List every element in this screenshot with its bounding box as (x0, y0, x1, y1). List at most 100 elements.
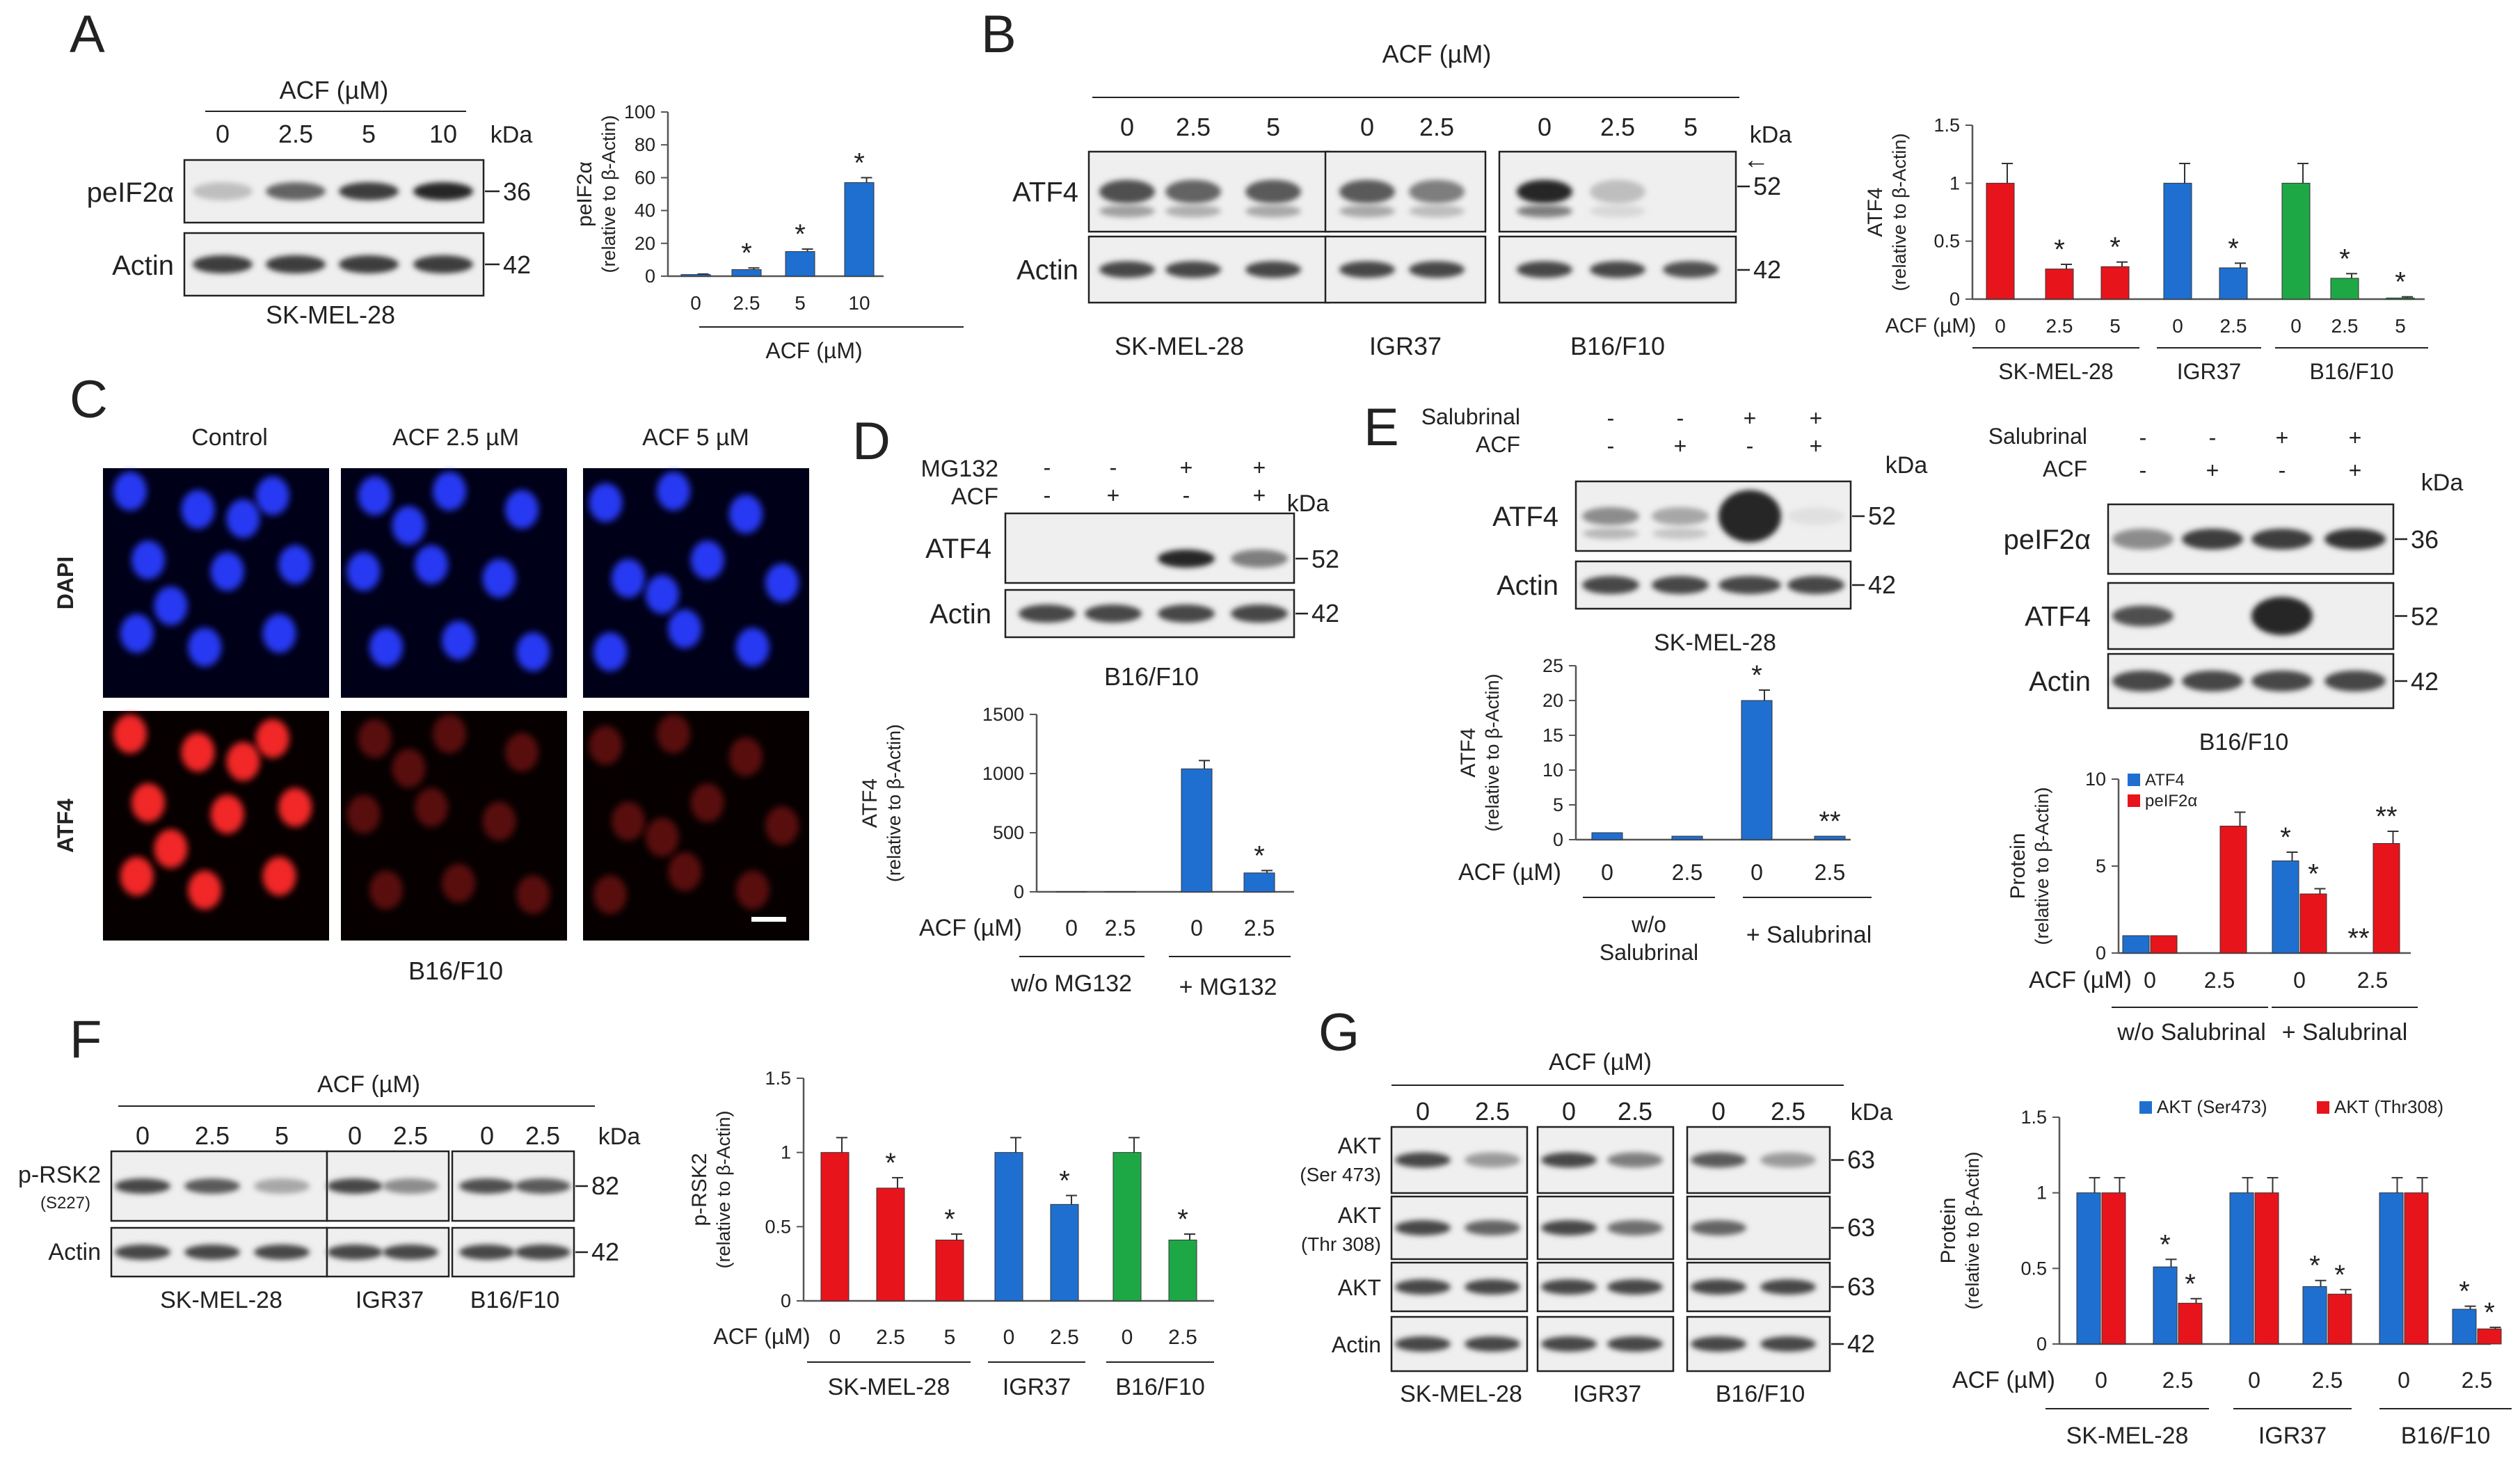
panel-a-chart-y-tick-label: 60 (635, 167, 655, 188)
panel-c-nucleus (657, 714, 690, 753)
panel-g-legend-label: AKT (Ser473) (2157, 1096, 2267, 1117)
panel-g-group-label: B16/F10 (2401, 1423, 2491, 1449)
panel-b-chart-bar (2045, 269, 2074, 300)
panel-c-column-label: Control (191, 424, 268, 451)
panel-c-nucleus (255, 476, 289, 515)
panel-c-nucleus (505, 490, 539, 529)
panel-g-row-sublabel: (Thr 308) (1301, 1233, 1381, 1255)
panel-f-lane-label: 0 (348, 1121, 362, 1150)
panel-b-chart-bar (2100, 266, 2130, 300)
panel-d-chart-y-label: ATF4 (859, 778, 882, 828)
panel-f-lane-label: 0 (136, 1121, 150, 1150)
panel-g-blot-3-0 (1390, 1315, 1529, 1373)
panel-f-lane-label: 5 (275, 1121, 289, 1150)
panel-g-kda-value: 63 (1847, 1146, 1875, 1174)
panel-c-nucleus (657, 472, 690, 511)
panel-f-lane-label: 2.5 (525, 1121, 560, 1150)
panel-b-band (1409, 261, 1465, 278)
panel-g-x-tick-label: 0 (2095, 1368, 2107, 1393)
panel-d-chart-y-label-sub: (relative to β-Actin) (884, 724, 904, 882)
panel-e-left-chart-bar (1741, 700, 1773, 840)
panel-g-chart-bar (2379, 1192, 2404, 1345)
panel-e-right-x-tick-label: 2.5 (2357, 968, 2388, 993)
panel-b-band (1245, 205, 1301, 218)
panel-f-band (254, 1245, 310, 1260)
panel-a-letter: A (70, 5, 105, 64)
panel-e-right-band (2182, 529, 2243, 550)
panel-f-x-tick-label: 2.5 (1050, 1326, 1079, 1349)
panel-b-lane-label: 2.5 (1176, 113, 1211, 141)
panel-c-letter: C (70, 370, 108, 429)
panel-g-chart-y-tick-label: 0.5 (2020, 1258, 2047, 1279)
panel-b-chart-significance-star: * (2395, 267, 2406, 298)
panel-b-group-label: SK-MEL-28 (1998, 359, 2113, 384)
panel-f-band (383, 1178, 438, 1194)
panel-b-row-label: Actin (1016, 255, 1078, 286)
panel-b-chart-y-tick-label: 0.5 (1933, 231, 1960, 252)
panel-f-chart-bar (1050, 1203, 1079, 1302)
panel-c-nucleus (482, 801, 516, 841)
panel-e-right-row-label: ATF4 (2025, 602, 2091, 632)
panel-d-x-tick-label: 0 (1190, 915, 1203, 941)
panel-e-left-kda-value: 52 (1868, 502, 1896, 530)
panel-f-row-label: Actin (48, 1239, 101, 1265)
panel-e-right-row-label: peIF2α (2004, 525, 2091, 555)
panel-f-blot-0-1 (326, 1150, 450, 1222)
panel-g-band (1541, 1152, 1597, 1168)
panel-a-x-tick-label: 0 (690, 292, 701, 314)
panel-e-right-acf-label: ACF (µM) (2029, 967, 2132, 993)
panel-f-band (327, 1178, 383, 1194)
panel-f-chart-bar (935, 1240, 964, 1302)
panel-e-right-chart-bar (2122, 935, 2150, 954)
panel-d-chart-y-tick-label: 1000 (982, 763, 1024, 784)
panel-g-row-label: AKT (1338, 1275, 1381, 1300)
panel-a-lane-label: 5 (362, 120, 376, 148)
panel-f-band (459, 1178, 515, 1194)
panel-d-x-tick-label: 0 (1065, 915, 1078, 941)
panel-f-chart-y-tick-label: 1.5 (765, 1068, 791, 1089)
panel-e-right-row-label: Actin (2029, 666, 2091, 697)
panel-b-kda-value: 52 (1753, 172, 1781, 200)
panel-a-row-label: Actin (112, 250, 174, 281)
panel-f-chart-significance-star: * (1059, 1166, 1070, 1197)
panel-f-x-tick-label: 0 (829, 1326, 841, 1349)
panel-e-right-band (2112, 671, 2174, 691)
panel-c-nucleus (226, 742, 260, 781)
panel-b-lane-label: 0 (1360, 113, 1374, 141)
panel-d-chart-y-tick-label: 1500 (982, 704, 1024, 725)
panel-b-x-tick-label: 0 (1995, 315, 2006, 337)
panel-g-chart-y-label-sub: (relative to β-Actin) (1962, 1151, 1983, 1309)
panel-b-x-tick-label: 2.5 (2046, 315, 2073, 337)
panel-g-blot-3-1 (1536, 1315, 1675, 1373)
panel-g-band (1395, 1279, 1451, 1295)
panel-b-lane-label: 0 (1120, 113, 1134, 141)
panel-e-right-band (2324, 529, 2386, 550)
panel-g-band (1541, 1220, 1597, 1235)
panel-c-nucleus (346, 794, 381, 834)
panel-e-left-treatment-sign: - (1607, 406, 1615, 431)
panel-b-chart-bar (2219, 267, 2248, 300)
panel-e-right-legend-label: peIF2α (2145, 792, 2197, 810)
panel-e-right-legend-swatch (2128, 794, 2140, 807)
panel-e-right-treatment-sign: - (2139, 458, 2147, 483)
panel-c-nucleus (210, 552, 244, 591)
panel-b-cell-line: SK-MEL-28 (1115, 332, 1244, 360)
panel-b-band (1099, 179, 1155, 204)
panel-g-band (1760, 1152, 1816, 1168)
panel-d-treatment-sign: - (1110, 455, 1117, 480)
panel-c-nucleus (226, 499, 260, 538)
panel-e-right-group-label: w/o Salubrinal (2116, 1019, 2266, 1046)
panel-c-nucleus (516, 632, 550, 671)
panel-c-nucleus (346, 552, 381, 591)
panel-g-band (1465, 1152, 1520, 1168)
panel-b-chart-significance-star: * (2339, 243, 2350, 274)
panel-d-band (1158, 605, 1215, 623)
panel-e-left-chart-y-label-sub: (relative to β-Actin) (1482, 673, 1503, 831)
panel-b-x-tick-label: 5 (2110, 315, 2121, 337)
panel-d-blot-1 (1004, 589, 1295, 639)
panel-g-chart-bar (2076, 1192, 2101, 1345)
panel-e-right-chart-significance-star: ** (2375, 801, 2397, 832)
panel-b-lane-label: 2.5 (1600, 113, 1635, 141)
panel-e-right-chart-significance-star: ** (2347, 923, 2369, 954)
panel-g-x-tick-label: 2.5 (2312, 1368, 2343, 1393)
